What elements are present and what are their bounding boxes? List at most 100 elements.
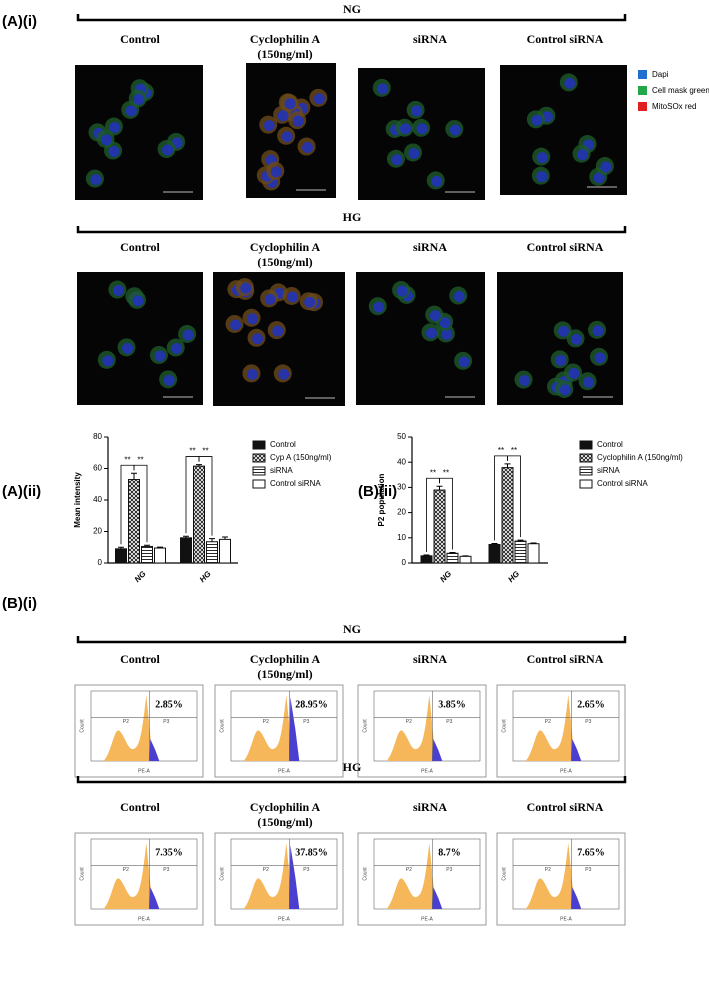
x-tick-label: HG: [506, 569, 521, 584]
bar: [193, 465, 205, 564]
nucleus: [246, 313, 258, 325]
nucleus: [270, 166, 282, 178]
nucleus: [377, 83, 389, 95]
bar: [527, 543, 540, 564]
histogram-orange: [386, 695, 439, 761]
nucleus: [264, 293, 276, 305]
bracket: [76, 14, 627, 22]
nucleus: [583, 376, 595, 388]
histogram-orange: [386, 843, 439, 909]
x-label: PE-A: [138, 768, 150, 774]
nucleus: [272, 325, 284, 337]
bar: [433, 489, 446, 564]
legend-label: Dapi: [652, 70, 669, 79]
nucleus: [593, 172, 605, 184]
nucleus: [132, 295, 144, 307]
histogram-frame: [74, 684, 204, 778]
column-label: Control: [120, 240, 160, 254]
y-tick-label: 20: [397, 508, 406, 517]
nucleus: [108, 146, 120, 158]
error-bar: [209, 538, 215, 542]
nucleus: [519, 375, 531, 387]
legend-swatch: [638, 86, 647, 95]
error-bar: [462, 555, 469, 557]
column-label: siRNA: [413, 240, 447, 254]
gate-label: P3: [585, 719, 591, 725]
significance-label: **: [443, 468, 449, 477]
x-tick-label: NG: [438, 569, 453, 584]
nucleus: [252, 333, 264, 345]
bar: [128, 479, 140, 564]
nucleus: [425, 327, 437, 339]
significance-label: **: [498, 446, 504, 455]
nucleus: [592, 325, 604, 337]
nucleus: [453, 291, 465, 303]
histogram-blue: [432, 739, 443, 761]
histogram-blue: [432, 887, 443, 909]
legend-label: Cyclophilin A (150ng/ml): [597, 453, 683, 462]
x-label: PE-A: [278, 768, 290, 774]
column-label: siRNA: [413, 32, 447, 46]
legend-swatch: [252, 440, 266, 450]
percent-label: 28.95%: [295, 699, 328, 710]
significance-label: **: [511, 446, 517, 455]
nucleus: [429, 310, 441, 322]
gate-label: P2: [263, 867, 269, 873]
legend-label: Cell mask green: [652, 86, 709, 95]
group-title: NG: [343, 2, 361, 16]
histogram-frame: [496, 684, 626, 778]
bar: [446, 552, 459, 564]
gate-label: P2: [123, 867, 129, 873]
error-bar: [118, 546, 124, 549]
bracket: [76, 636, 627, 644]
nucleus: [102, 355, 114, 367]
error-bar: [491, 542, 498, 545]
percent-label: 2.65%: [577, 699, 605, 710]
nucleus: [571, 333, 583, 345]
significance-bracket: [133, 464, 148, 543]
nucleus: [125, 105, 137, 117]
column-label: Cyclophilin A: [250, 32, 321, 46]
nucleus: [278, 368, 290, 380]
gate-label: P2: [545, 867, 551, 873]
column-label: Control: [120, 652, 160, 666]
nucleus: [600, 161, 612, 173]
legend-swatch: [579, 453, 593, 463]
y-tick-label: 0: [98, 558, 103, 567]
legend-swatch: [579, 440, 593, 450]
gate-label: P3: [446, 719, 452, 725]
significance-label: **: [202, 447, 208, 456]
nucleus: [441, 328, 453, 340]
bar: [206, 541, 218, 564]
histogram-frame: [74, 832, 204, 926]
error-bar: [449, 552, 456, 554]
legend-swatch: [638, 70, 647, 79]
column-label: Control: [120, 800, 160, 814]
panel-label: (B)(ii): [358, 483, 397, 500]
column-label: siRNA: [413, 800, 447, 814]
x-label: PE-A: [560, 768, 572, 774]
nucleus: [240, 282, 252, 294]
y-tick-label: 60: [93, 464, 102, 473]
error-bar: [183, 535, 189, 538]
column-label: Control siRNA: [527, 800, 604, 814]
nucleus: [109, 122, 121, 134]
nucleus: [577, 149, 589, 161]
legend-label: MitoSOx red: [652, 102, 696, 111]
column-label: Cyclophilin A: [250, 240, 321, 254]
significance-label: **: [137, 455, 143, 464]
gate-label: P3: [163, 867, 169, 873]
nucleus: [594, 352, 606, 364]
nucleus: [171, 343, 183, 355]
x-label: PE-A: [278, 916, 290, 922]
significance-bracket: [198, 456, 213, 536]
histogram-orange: [103, 843, 156, 909]
x-label: PE-A: [138, 916, 150, 922]
y-tick-label: 40: [93, 495, 102, 504]
gate-label: P2: [406, 867, 412, 873]
y-axis-label: Mean intensity: [73, 472, 82, 528]
legend-swatch: [252, 479, 266, 489]
y-tick-label: 80: [93, 432, 102, 441]
significance-bracket: [439, 477, 453, 550]
